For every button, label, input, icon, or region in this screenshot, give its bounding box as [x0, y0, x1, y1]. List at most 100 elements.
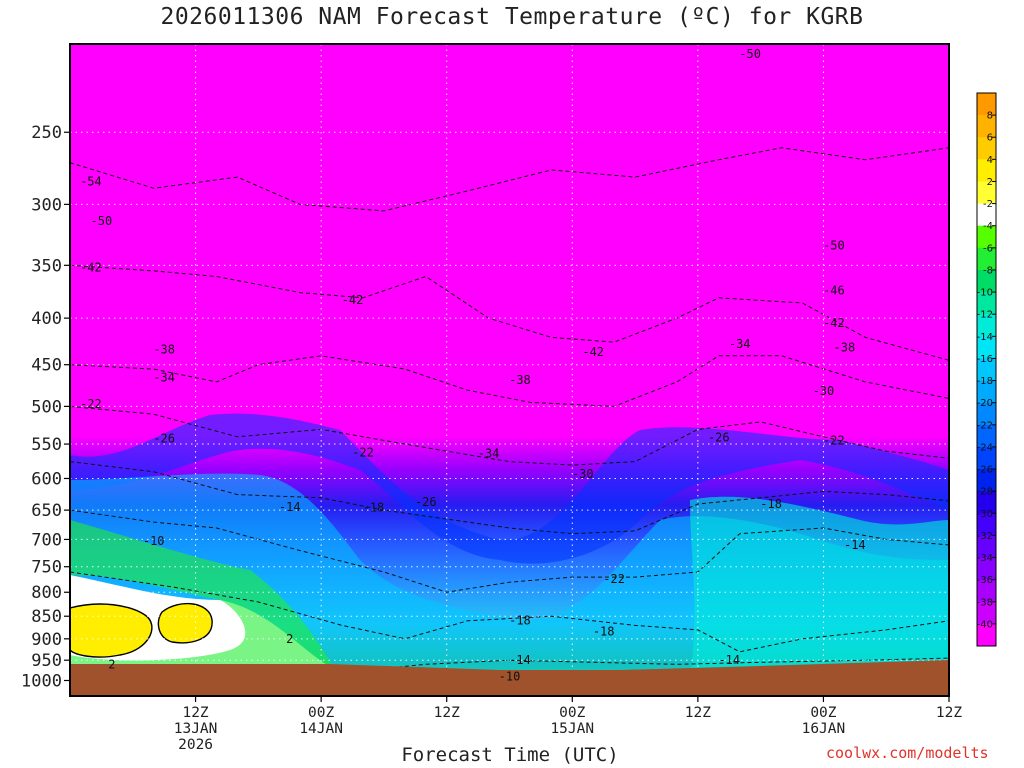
x-tick-label: 12Z [182, 705, 208, 721]
colorbar-label: -16 [977, 354, 993, 365]
colorbar-swatch [977, 402, 996, 426]
colorbar-frame [976, 92, 997, 647]
colorbar-label: -36 [977, 575, 993, 586]
contour-label: -14 [279, 500, 301, 514]
y-tick-label: 550 [31, 435, 62, 455]
contour-label: 2 [286, 632, 293, 646]
colorbar-swatch [977, 491, 996, 514]
contour-label: -34 [478, 446, 500, 460]
isotherm-line [70, 461, 949, 535]
colorbar-swatch [977, 203, 996, 227]
contour-label: -26 [708, 431, 730, 445]
contour-label: -18 [593, 624, 615, 638]
temperature-field-pale-cyan [690, 496, 949, 680]
y-tick-label: 700 [31, 530, 62, 550]
colorbar-label: 6 [987, 133, 993, 144]
y-tick-label: 650 [31, 501, 62, 521]
contour-label: -22 [352, 446, 374, 460]
contour-label: -22 [80, 397, 102, 411]
x-tick-label: 2026 [178, 737, 213, 753]
y-tick-label: 950 [31, 651, 62, 671]
colorbar-label: -34 [977, 553, 993, 564]
colorbar-label: -2 [983, 199, 993, 210]
colorbar-label: -4 [983, 221, 993, 232]
colorbar-label: -18 [977, 376, 993, 387]
colorbar-label: -38 [977, 597, 993, 608]
contour-label: -14 [718, 653, 740, 667]
y-tick-label: 350 [31, 256, 62, 276]
contour-label: -18 [760, 497, 782, 511]
contour-label: -14 [509, 653, 531, 667]
colorbar-swatch [977, 513, 996, 536]
colorbar-swatch [977, 159, 996, 182]
colorbar-label: -6 [983, 243, 993, 254]
colorbar-swatch [977, 336, 996, 359]
terrain-ground [70, 660, 949, 696]
colorbar-label: -10 [977, 288, 993, 299]
contour-label: -22 [603, 572, 625, 586]
isotherm-line [70, 405, 949, 466]
y-tick-label: 450 [31, 356, 62, 376]
x-tick-label: 00Z [559, 705, 585, 721]
y-tick-label: 1000 [21, 671, 62, 691]
credit-link[interactable]: coolwx.com/modelts [826, 744, 989, 762]
contour-label: -46 [823, 283, 845, 297]
colorbar-label: -14 [977, 332, 993, 343]
colorbar-swatch [977, 380, 996, 404]
temperature-field-cool-green [70, 520, 350, 696]
x-axis-label: Forecast Time (UTC) [401, 744, 619, 766]
contour-label: -22 [823, 433, 845, 447]
contour-label: -42 [582, 345, 604, 359]
colorbar-label: -22 [977, 420, 993, 431]
temperature-field-warm-core [70, 602, 213, 658]
colorbar-swatch [977, 358, 996, 381]
contour-label: -38 [834, 341, 856, 355]
plot-frame [69, 43, 950, 697]
contour-label: -38 [509, 373, 531, 387]
contour-label: -50 [91, 214, 113, 228]
colorbar-label: 2 [987, 177, 993, 188]
contour-label: -34 [153, 371, 175, 385]
contour-label: -18 [363, 501, 385, 515]
colorbar-label: -24 [977, 442, 993, 453]
y-tick-label: 850 [31, 607, 62, 627]
contour-label: -26 [153, 431, 175, 445]
contour-label: -34 [729, 337, 751, 351]
colorbar-swatch [977, 93, 996, 116]
contour-label: 2 [108, 657, 115, 671]
colorbar: 8 6 4 2 -2 -4 -6 -8 -10 -12 -14 -16 -18 -20 -22 -24 -26 -… [976, 92, 997, 647]
contour-label: -38 [153, 342, 175, 356]
contour-label: -18 [509, 613, 531, 627]
y-tick-label: 750 [31, 558, 62, 578]
colorbar-swatch [977, 424, 996, 448]
isotherm-line [70, 355, 949, 407]
x-tick-label: 00Z [308, 705, 334, 721]
isotherm-line [362, 657, 949, 671]
colorbar-swatch [977, 557, 996, 581]
colorbar-label: -26 [977, 465, 993, 476]
contour-labels: -50 -54 -50 -50 -42 -46 -42 -42 -34 -38 -38 -42 -34 -… [80, 47, 866, 684]
contour-label: -42 [823, 316, 845, 330]
isotherm-line [70, 147, 949, 212]
temperature-field-deep-blue [70, 413, 949, 564]
colorbar-label: -20 [977, 398, 993, 409]
contour-label: -42 [80, 261, 102, 275]
y-tick-label: 800 [31, 583, 62, 603]
colorbar-swatch [977, 579, 996, 603]
x-tick-label: 16JAN [802, 721, 846, 737]
x-tick-label: 14JAN [299, 721, 343, 737]
colorbar-swatch [977, 269, 996, 293]
x-tick-label: 12Z [434, 705, 460, 721]
y-tick-label: 250 [31, 123, 62, 143]
contour-label: -14 [844, 538, 866, 552]
colorbar-swatch [977, 137, 996, 160]
y-tick-label: 600 [31, 469, 62, 489]
y-tick-label: 500 [31, 397, 62, 417]
colorbar-swatch [977, 535, 996, 558]
colorbar-swatch [977, 292, 996, 315]
colorbar-label: 8 [987, 111, 993, 122]
contour-label: -50 [823, 239, 845, 253]
y-axis-ticks: 250 300 350 400 450 500 550 600 650 700 750 800 850 9… [21, 123, 70, 691]
x-tick-label: 12Z [936, 705, 962, 721]
colorbar-label: -32 [977, 531, 993, 542]
